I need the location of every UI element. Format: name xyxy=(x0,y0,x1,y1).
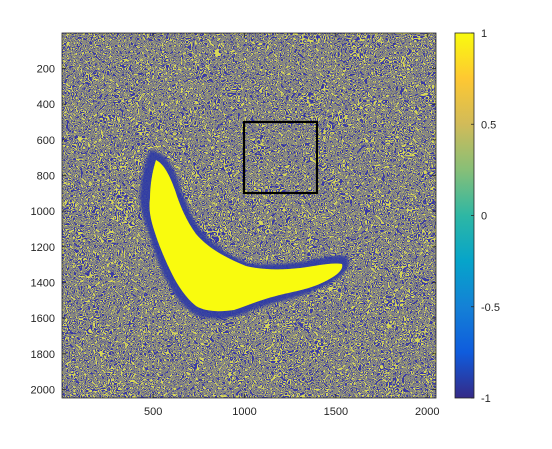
y-tick-label: 1200 xyxy=(31,242,55,254)
y-tick-label: 1000 xyxy=(31,206,55,218)
x-axis: 500 1000 1500 2000 xyxy=(144,33,439,418)
domain-core xyxy=(149,160,343,312)
y-tick-label: 400 xyxy=(37,99,55,111)
x-tick-label: 1000 xyxy=(232,406,256,418)
y-tick-label: 200 xyxy=(37,63,55,75)
plot-frame xyxy=(61,32,437,399)
y-tick-label: 1600 xyxy=(31,313,55,325)
highlight-box xyxy=(242,120,319,195)
colorbar-tick-label: -1 xyxy=(481,393,491,405)
x-tick-label: 1500 xyxy=(324,406,348,418)
colorbar-tick-label: 0 xyxy=(481,211,487,223)
colorbar-tick-label: 1 xyxy=(481,28,487,40)
y-tick-label: 600 xyxy=(37,135,55,147)
y-tick-label: 2000 xyxy=(31,384,55,396)
y-tick-label: 1400 xyxy=(31,277,55,289)
colorbar-ticks: 1 0.5 0 -0.5 -1 xyxy=(471,28,500,405)
uniform-yellow-domain xyxy=(140,150,349,319)
heatmap-field xyxy=(62,33,436,398)
y-axis: 200 400 600 800 1000 1200 1400 1600 1800 2000 xyxy=(31,63,436,396)
colorbar-gradient xyxy=(455,33,474,398)
colorbar-tick-label: 0.5 xyxy=(481,119,496,131)
x-tick-label: 2000 xyxy=(415,406,439,418)
colorbar-tick-label: -0.5 xyxy=(481,302,500,314)
y-tick-label: 1800 xyxy=(31,349,55,361)
colorbar: 1 0.5 0 -0.5 -1 xyxy=(454,28,500,405)
plot-area xyxy=(62,33,436,398)
y-tick-label: 800 xyxy=(37,170,55,182)
x-tick-label: 500 xyxy=(144,406,162,418)
